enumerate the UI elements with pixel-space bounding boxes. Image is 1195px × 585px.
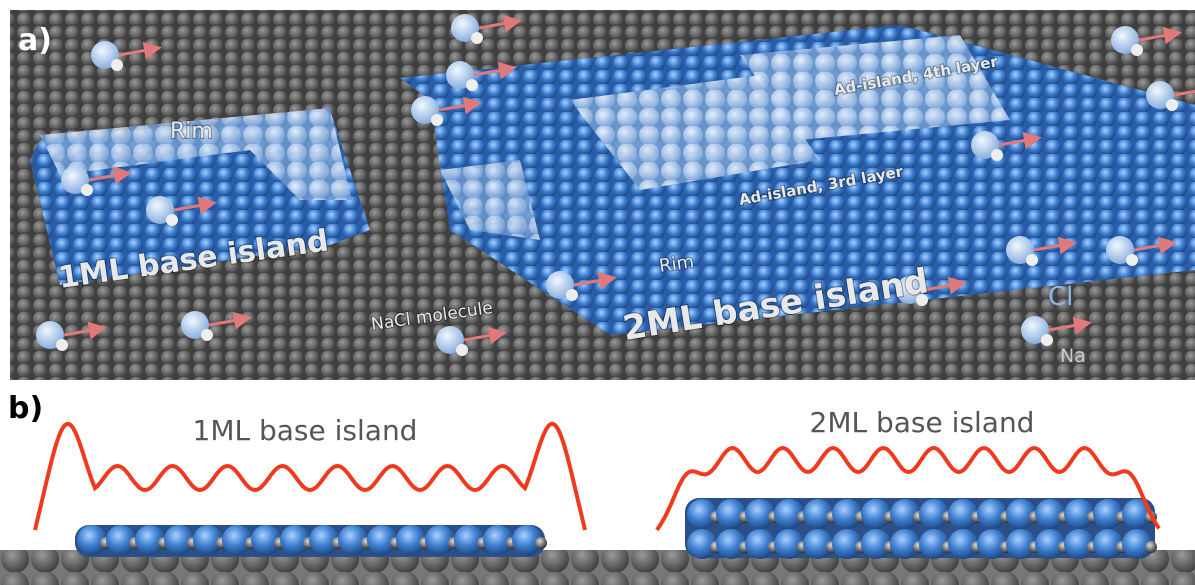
cl-sphere — [1093, 529, 1123, 559]
motion-arrow — [923, 276, 967, 295]
label: Rim — [170, 119, 213, 144]
cl-sphere — [774, 499, 804, 529]
cl-sphere — [396, 525, 426, 555]
na-atom — [1026, 254, 1038, 266]
label: Cl — [1048, 282, 1073, 312]
cl-sphere — [251, 525, 281, 555]
cl-sphere — [1093, 499, 1123, 529]
panel-letter: a) — [18, 23, 52, 58]
na-sphere — [1145, 541, 1157, 553]
na-sphere — [535, 537, 547, 549]
motion-arrow — [473, 61, 517, 80]
cl-sphere — [977, 499, 1007, 529]
cl-sphere — [367, 525, 397, 555]
cl-sphere — [1064, 529, 1094, 559]
cl-sphere — [774, 529, 804, 559]
label: Na — [1060, 345, 1086, 367]
cl-sphere — [1035, 499, 1065, 529]
cl-sphere — [861, 529, 891, 559]
motion-arrow — [573, 271, 617, 290]
cl-sphere — [77, 525, 107, 555]
cl-sphere — [977, 529, 1007, 559]
na-atom — [1126, 254, 1138, 266]
motion-arrow — [478, 14, 522, 33]
ad-island-4th — [740, 35, 1010, 140]
cl-sphere — [745, 499, 775, 529]
cl-sphere — [106, 525, 136, 555]
cl-sphere — [948, 499, 978, 529]
na-atom — [166, 214, 178, 226]
cl-sphere — [919, 529, 949, 559]
ad-island-3rd — [570, 75, 820, 190]
motion-arrow — [118, 41, 162, 60]
cl-sphere — [716, 529, 746, 559]
cl-sphere — [803, 499, 833, 529]
cl-sphere — [483, 525, 513, 555]
profile-line — [655, 445, 1161, 532]
cl-sphere — [338, 525, 368, 555]
panel-letter: b) — [8, 391, 43, 426]
motion-arrow — [998, 131, 1042, 150]
motion-arrow — [63, 321, 107, 340]
cl-sphere — [1122, 529, 1152, 559]
cl-sphere — [164, 525, 194, 555]
na-atom — [991, 149, 1003, 161]
cl-sphere — [890, 529, 920, 559]
na-atom — [1041, 334, 1053, 346]
cl-sphere — [919, 499, 949, 529]
na-atom — [566, 289, 578, 301]
cl-sphere — [135, 525, 165, 555]
na-atom — [431, 114, 443, 126]
cl-sphere — [1064, 499, 1094, 529]
motion-arrow — [173, 196, 217, 215]
cl-sphere — [861, 499, 891, 529]
rim-2ml — [440, 160, 540, 240]
motion-arrow — [88, 166, 132, 185]
na-atom — [201, 329, 213, 341]
cl-sphere — [948, 529, 978, 559]
rim-1ml — [40, 108, 352, 200]
motion-arrow — [463, 326, 507, 345]
cl-sphere — [687, 499, 717, 529]
cl-sphere — [803, 529, 833, 559]
cl-sphere — [512, 525, 542, 555]
motion-arrow — [1133, 236, 1177, 255]
profile-line — [33, 421, 587, 531]
motion-arrow — [1138, 26, 1182, 45]
motion-arrow — [438, 96, 482, 115]
cl-sphere — [1006, 499, 1036, 529]
cl-sphere — [716, 499, 746, 529]
cl-sphere — [309, 525, 339, 555]
motion-arrow — [1048, 316, 1092, 335]
label: 2ML base island — [810, 406, 1035, 439]
na-atom — [111, 59, 123, 71]
cl-sphere — [1006, 529, 1036, 559]
label: 1ML base island — [193, 414, 418, 447]
cl-sphere — [687, 529, 717, 559]
na-atom — [1131, 44, 1143, 56]
cl-sphere — [890, 499, 920, 529]
cl-sphere — [193, 525, 223, 555]
cl-sphere — [454, 525, 484, 555]
cl-sphere — [1122, 499, 1152, 529]
cl-sphere — [280, 525, 310, 555]
cl-sphere — [222, 525, 252, 555]
na-atom — [471, 32, 483, 44]
motion-arrow — [1173, 89, 1195, 97]
na-atom — [81, 184, 93, 196]
na-atom — [456, 344, 468, 356]
na-atom — [916, 294, 928, 306]
cl-sphere — [425, 525, 455, 555]
na-atom — [56, 339, 68, 351]
cl-sphere — [832, 529, 862, 559]
na-atom — [1166, 99, 1178, 111]
motion-arrow — [1033, 236, 1077, 255]
na-atom — [466, 79, 478, 91]
cl-sphere — [745, 529, 775, 559]
cl-sphere — [832, 499, 862, 529]
cl-sphere — [1035, 529, 1065, 559]
motion-arrow — [208, 311, 252, 330]
